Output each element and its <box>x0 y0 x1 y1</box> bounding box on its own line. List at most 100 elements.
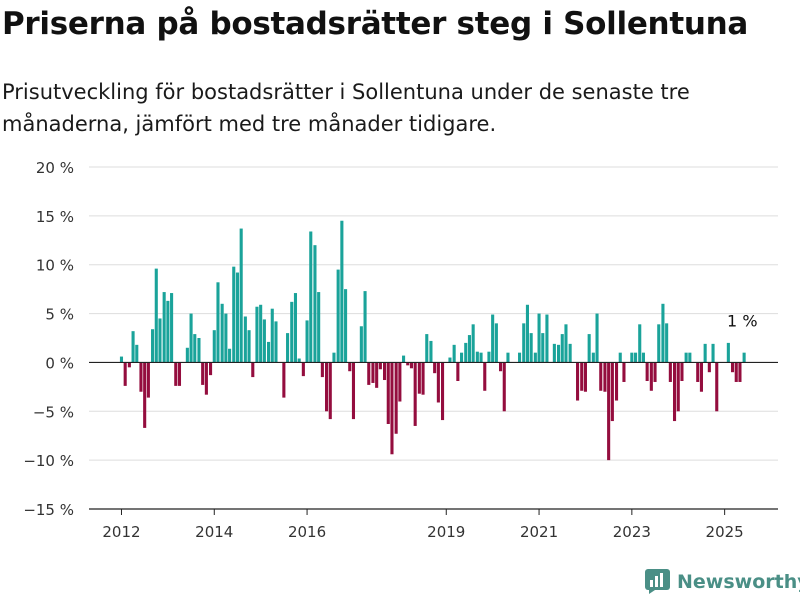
bar-positive <box>460 352 464 363</box>
x-tick-label: 2021 <box>520 523 558 541</box>
bar-positive <box>518 352 522 363</box>
bar-positive <box>224 313 228 363</box>
bar-chart: 20 % 15 % 10 % 5 % 0 % −5 % −10 % −15 % 2012 2014… <box>23 159 778 541</box>
bar-negative <box>301 362 305 377</box>
bar-positive <box>228 348 232 363</box>
bar-positive <box>634 352 638 363</box>
bar-negative <box>146 362 150 398</box>
bar-negative <box>734 362 738 382</box>
bar-positive <box>595 313 599 363</box>
bar-negative <box>456 362 460 381</box>
bar-negative <box>499 362 503 372</box>
bar-positive <box>212 330 216 363</box>
bar-negative <box>398 362 402 402</box>
bar-negative <box>599 362 603 391</box>
bar-positive <box>290 301 294 363</box>
bar-positive <box>448 357 452 363</box>
bar-positive <box>313 245 317 363</box>
bar-negative <box>715 362 719 412</box>
bar-positive <box>703 343 707 363</box>
chart-subtitle: Prisutveckling för bostadsrätter i Solle… <box>2 80 690 136</box>
y-tick-label: −10 % <box>23 452 74 470</box>
x-tick-label: 2012 <box>102 523 140 541</box>
bar-positive <box>591 352 595 363</box>
bar-positive <box>247 330 251 363</box>
bar-positive <box>340 220 344 363</box>
bar-negative <box>177 362 182 386</box>
bar-positive <box>154 268 158 363</box>
bar-positive <box>552 343 556 363</box>
bar-negative <box>610 362 614 422</box>
bar-positive <box>220 303 224 363</box>
y-tick-label: 15 % <box>36 208 74 226</box>
chart-title: Priserna på bostadsrätter steg i Sollent… <box>2 6 748 42</box>
bar-positive <box>317 292 321 363</box>
bar-negative <box>614 362 619 401</box>
bar-negative <box>730 362 735 373</box>
bar-positive <box>684 352 688 363</box>
bar-negative <box>139 362 143 392</box>
bar-positive <box>525 304 529 363</box>
bar-positive <box>545 314 549 363</box>
x-tick-label: 2019 <box>427 523 465 541</box>
bar-negative <box>436 362 440 403</box>
bar-positive <box>491 314 495 363</box>
bar-positive <box>197 338 201 363</box>
bar-negative <box>209 362 213 376</box>
bar-positive <box>537 313 541 363</box>
bar-negative <box>348 362 352 372</box>
bar-negative <box>375 362 379 388</box>
bar-positive <box>487 351 491 363</box>
bar-negative <box>603 362 607 392</box>
bar-negative <box>649 362 653 391</box>
bar-negative <box>580 362 584 391</box>
bar-negative <box>328 362 332 420</box>
bar-positive <box>568 343 572 363</box>
bar-negative <box>390 362 394 455</box>
bar-positive <box>297 358 301 363</box>
bar-negative <box>672 362 677 422</box>
bar-positive <box>267 341 271 363</box>
bar-positive <box>189 313 193 363</box>
bar-negative <box>653 362 657 382</box>
bar-negative <box>371 362 375 383</box>
bar-positive <box>255 306 259 363</box>
bar-negative <box>699 362 703 392</box>
bar-negative <box>378 362 382 370</box>
bar-positive <box>305 320 309 363</box>
bar-positive <box>742 352 746 363</box>
bar-positive <box>464 342 468 363</box>
bar-positive <box>533 352 537 363</box>
bar-negative <box>409 362 413 369</box>
bar-negative <box>123 362 127 386</box>
bar-positive <box>336 269 340 363</box>
bar-negative <box>433 362 437 374</box>
bar-positive <box>638 324 642 363</box>
bar-positive <box>475 351 479 363</box>
x-tick-label: 2016 <box>288 523 326 541</box>
bar-positive <box>522 323 526 363</box>
bar-positive <box>711 343 715 363</box>
bar-positive <box>135 344 139 363</box>
bar-positive <box>630 352 634 363</box>
bar-positive <box>332 352 336 363</box>
bar-negative <box>417 362 421 394</box>
bar-positive <box>274 321 278 363</box>
bar-positive <box>235 272 240 363</box>
bar-positive <box>131 331 135 363</box>
newsworthy-logo: Newsworthy <box>645 569 800 594</box>
bar-positive <box>286 333 290 363</box>
bar-positive <box>166 300 170 363</box>
bar-positive <box>185 347 189 363</box>
bar-positive <box>665 323 669 363</box>
x-tick-label: 2023 <box>613 523 651 541</box>
bar-positive <box>529 333 533 363</box>
bar-positive <box>151 329 155 363</box>
bar-negative <box>622 362 626 382</box>
x-tick-label: 2025 <box>706 523 744 541</box>
bar-negative <box>607 362 611 461</box>
y-tick-label: −5 % <box>33 403 74 421</box>
brand-name: Newsworthy <box>677 570 800 593</box>
bar-positive <box>641 352 645 363</box>
bar-positive <box>344 289 348 363</box>
